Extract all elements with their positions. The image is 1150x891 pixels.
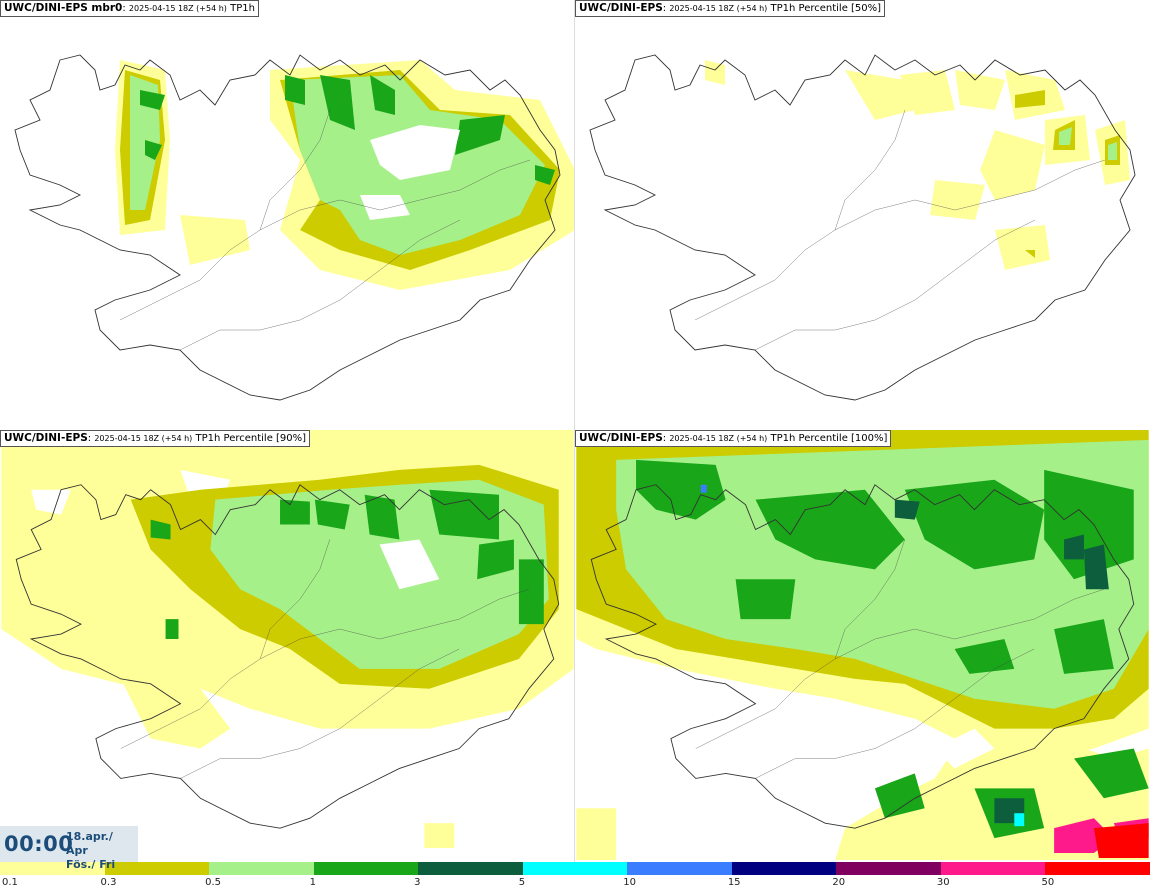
panel-title: UWC/DINI-EPS: 2025-04-15 18Z (+54 h) TP1… xyxy=(575,0,886,17)
legend-tick-label: 15 xyxy=(727,877,741,888)
precip-map xyxy=(1,430,574,849)
legend-tick-label: 30 xyxy=(936,877,950,888)
precip-map xyxy=(576,430,1149,860)
legend-swatch xyxy=(1045,862,1150,875)
iceland-outline xyxy=(15,484,560,829)
legend-swatch xyxy=(313,862,419,875)
panel-title: UWC/DINI-EPS mbr0: 2025-04-15 18Z (+54 h… xyxy=(0,0,259,17)
legend-swatch xyxy=(418,862,524,875)
legend-swatch xyxy=(209,862,315,875)
legend-swatch xyxy=(731,862,837,875)
precip-fill xyxy=(1,430,574,749)
road-network xyxy=(695,539,1104,779)
precip-fill xyxy=(115,60,575,290)
legend-tick-label: 1 xyxy=(309,877,316,888)
valid-date-line1: 18.apr./ Apr xyxy=(66,830,113,857)
panel-title: UWC/DINI-EPS: 2025-04-15 18Z (+54 h) TP1… xyxy=(0,430,311,447)
valid-date-line2: Fös./ Fri xyxy=(66,858,116,871)
legend-tick-label: 3 xyxy=(414,877,421,888)
map-panel-percentile-50: UWC/DINI-EPS: 2025-04-15 18Z (+54 h) TP1… xyxy=(575,0,1150,430)
precip-fill xyxy=(576,430,1149,860)
road-network xyxy=(119,109,531,351)
road-network xyxy=(694,109,1106,351)
legend-tick-label: 0.5 xyxy=(205,877,221,888)
iceland-outline xyxy=(590,484,1135,829)
valid-date: 18.apr./ Apr Fös./ Fri xyxy=(66,830,138,872)
map-panel-percentile-90: UWC/DINI-EPS: 2025-04-15 18Z (+54 h) TP1… xyxy=(0,430,575,862)
precip-map xyxy=(14,54,575,401)
legend-swatch xyxy=(522,862,628,875)
legend-tick-label: 10 xyxy=(623,877,636,888)
iceland-outline xyxy=(14,54,561,401)
legend-tick-label: 20 xyxy=(832,877,846,888)
road-network xyxy=(120,539,529,779)
panel-divider xyxy=(574,0,575,862)
legend-tick-label: 50 xyxy=(1041,877,1055,888)
legend-swatch xyxy=(0,862,105,875)
precip-map xyxy=(589,54,1136,401)
legend-swatch xyxy=(836,862,942,875)
legend-swatch xyxy=(940,862,1046,875)
color-legend: 0.1 0.3 0.5 1 3 5 10 15 20 30 50 xyxy=(0,862,1150,891)
legend-tick-label: 0.1 xyxy=(2,877,18,888)
iceland-outline xyxy=(589,54,1136,401)
precip-fill xyxy=(705,60,1130,270)
legend-tick-label: 0.3 xyxy=(100,877,117,888)
legend-swatch xyxy=(627,862,733,875)
valid-time-box: 00:00 18.apr./ Apr Fös./ Fri xyxy=(0,826,138,871)
legend-swatch xyxy=(104,862,210,875)
map-panel-member0: UWC/DINI-EPS mbr0: 2025-04-15 18Z (+54 h… xyxy=(0,0,575,430)
legend-tick-label: 5 xyxy=(518,877,526,888)
map-panel-percentile-100: UWC/DINI-EPS: 2025-04-15 18Z (+54 h) TP1… xyxy=(575,430,1150,862)
panel-title: UWC/DINI-EPS: 2025-04-15 18Z (+54 h) TP1… xyxy=(575,430,892,447)
valid-time: 00:00 xyxy=(4,832,74,856)
